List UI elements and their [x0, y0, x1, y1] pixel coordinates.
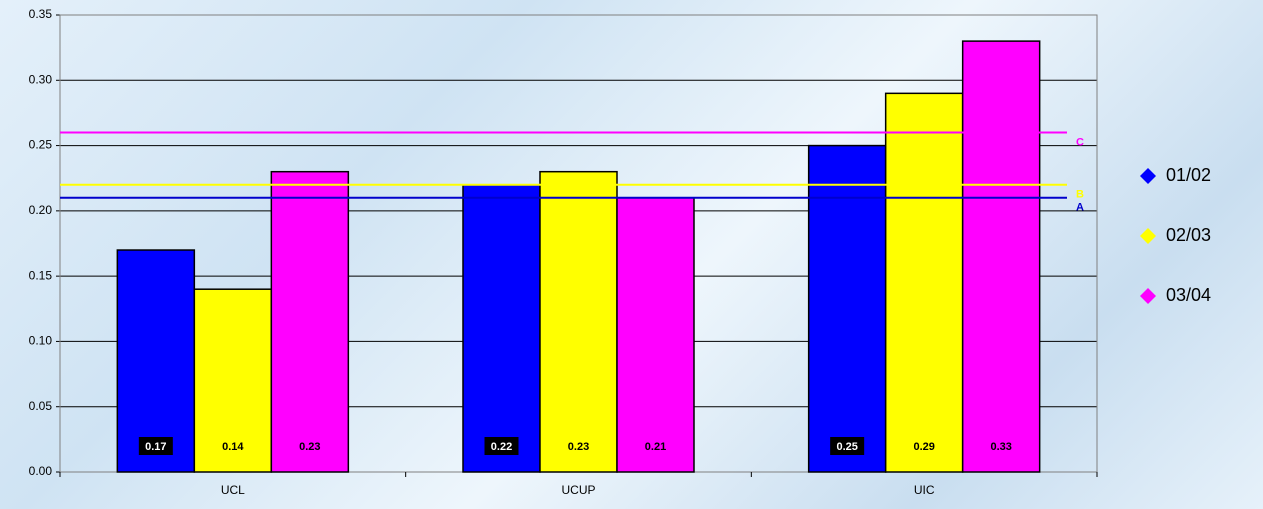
y-tick-label: 0.30: [29, 72, 53, 86]
value-label-box: [484, 437, 519, 455]
value-label: 0.14: [222, 441, 244, 453]
bar: [884, 92, 964, 473]
value-label-box: [138, 437, 173, 455]
y-tick-label: 0.35: [29, 7, 53, 21]
y-tick-label: 0.20: [29, 203, 53, 217]
legend-marker: [1140, 228, 1156, 244]
x-tick-label: UCL: [221, 483, 245, 497]
reference-label: B: [1076, 189, 1084, 201]
y-tick-label: 0.15: [29, 268, 53, 282]
y-tick-label: 0.05: [29, 399, 53, 413]
y-tick-label: 0.25: [29, 138, 53, 152]
bar: [807, 144, 887, 473]
bar: [193, 288, 273, 473]
bar: [116, 249, 196, 473]
bar: [961, 40, 1041, 473]
y-tick-label: 0.10: [29, 334, 53, 348]
value-label: 0.29: [913, 441, 934, 453]
bar: [616, 197, 695, 473]
legend-label: 03/04: [1166, 285, 1211, 305]
reference-label: C: [1076, 136, 1084, 148]
value-label: 0.22: [491, 441, 512, 453]
reference-label: A: [1076, 202, 1084, 214]
value-label: 0.21: [645, 441, 666, 453]
bar: [270, 170, 350, 473]
x-tick-label: UIC: [914, 483, 935, 497]
bar: [462, 183, 541, 473]
value-label: 0.25: [836, 441, 857, 453]
legend-label: 01/02: [1166, 165, 1211, 185]
x-tick-label: UCUP: [561, 483, 595, 497]
legend-marker: [1140, 168, 1156, 184]
value-label-box: [830, 437, 865, 455]
value-label: 0.33: [990, 441, 1011, 453]
y-tick-label: 0.00: [29, 464, 53, 478]
bar: [539, 170, 618, 473]
legend-label: 02/03: [1166, 225, 1211, 245]
value-label: 0.23: [568, 441, 589, 453]
value-label: 0.17: [145, 441, 166, 453]
legend-marker: [1140, 288, 1156, 304]
value-label: 0.23: [299, 441, 320, 453]
